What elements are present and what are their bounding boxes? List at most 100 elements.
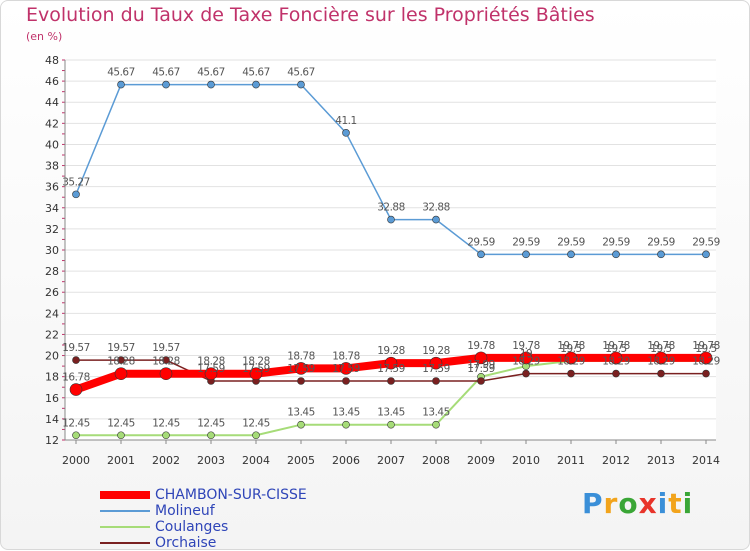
legend-item-chambon: CHAMBON-SUR-CISSE: [100, 487, 307, 503]
data-label: 19.28: [422, 345, 450, 357]
logo-letter: i: [657, 487, 669, 520]
data-point: [297, 420, 305, 429]
data-label: 17.59: [197, 363, 225, 375]
data-label: 13.45: [422, 407, 450, 419]
x-tick-label: 2002: [152, 454, 180, 467]
data-label: 45.67: [197, 67, 225, 79]
x-tick-label: 2014: [692, 454, 720, 467]
data-label: 19.57: [152, 342, 180, 354]
legend-label-chambon: CHAMBON-SUR-CISSE: [155, 487, 307, 503]
x-tick-label: 2001: [107, 454, 135, 467]
y-tick-label: 14: [45, 413, 59, 426]
data-label: 12.45: [197, 417, 225, 429]
x-tick-label: 2004: [242, 454, 270, 467]
x-tick-label: 2012: [602, 454, 630, 467]
data-label: 19.57: [62, 342, 90, 354]
legend-item-molineuf: Molineuf: [100, 503, 307, 519]
data-label: 45.67: [242, 67, 270, 79]
y-tick-label: 20: [45, 350, 59, 363]
data-label: 18.29: [557, 356, 585, 368]
y-tick-label: 42: [45, 117, 59, 130]
logo-letter: i: [682, 487, 694, 520]
data-label: 29.59: [512, 236, 540, 248]
data-point: [339, 362, 353, 375]
data-label: 19: [520, 348, 532, 360]
data-label: 13.45: [377, 407, 405, 419]
data-point: [297, 377, 305, 385]
data-point: [294, 362, 308, 375]
y-tick-label: 28: [45, 265, 59, 278]
x-tick-label: 2010: [512, 454, 540, 467]
data-label: 16.78: [62, 372, 90, 384]
data-label: 19.5: [695, 343, 716, 355]
legend-label-coulanges: Coulanges: [155, 519, 229, 535]
data-point: [72, 190, 80, 199]
y-tick-label: 18: [45, 371, 59, 384]
data-point: [117, 431, 125, 440]
legend-swatch-chambon: [100, 491, 150, 499]
logo-letter: t: [668, 487, 683, 520]
data-point: [204, 367, 218, 381]
data-point: [207, 80, 215, 89]
legend-item-orchaise: Orchaise: [100, 535, 307, 551]
data-label: 45.67: [152, 67, 180, 79]
x-tick-label: 2005: [287, 454, 315, 467]
data-point: [432, 420, 440, 429]
legend-label-orchaise: Orchaise: [155, 535, 217, 551]
data-point: [342, 377, 350, 385]
chart-title: Evolution du Taux de Taxe Foncière sur l…: [26, 4, 595, 26]
data-label: 19.28: [377, 345, 405, 357]
data-label: 45.67: [107, 67, 135, 79]
data-point: [159, 367, 173, 381]
proxiti-logo: Proxiti: [582, 487, 693, 520]
legend-swatch-orchaise: [100, 542, 150, 544]
data-label: 18.28: [242, 356, 270, 368]
data-label: 12.45: [242, 417, 270, 429]
data-point: [519, 351, 533, 365]
data-point: [252, 80, 260, 89]
logo-letter: o: [618, 487, 639, 520]
y-tick-label: 46: [45, 75, 59, 88]
data-label: 18.29: [602, 356, 630, 368]
data-label: 12.45: [62, 417, 90, 429]
data-point: [297, 80, 305, 89]
legend: CHAMBON-SUR-CISSE Molineuf Coulanges Orc…: [100, 487, 307, 551]
data-label: 18.78: [332, 350, 360, 362]
data-point: [432, 377, 440, 385]
data-label: 19.5: [605, 343, 626, 355]
data-label: 29.59: [647, 236, 675, 248]
data-label: 29.59: [692, 236, 720, 248]
x-tick-label: 2011: [557, 454, 585, 467]
y-tick-label: 22: [45, 328, 59, 341]
data-label: 19.5: [650, 343, 671, 355]
data-point: [72, 356, 80, 364]
data-point: [702, 369, 710, 378]
data-label: 18.78: [287, 350, 315, 362]
data-point: [567, 250, 575, 259]
data-point: [702, 250, 710, 259]
data-label: 12.45: [107, 417, 135, 429]
data-point: [252, 431, 260, 440]
data-label: 19.78: [467, 340, 495, 352]
logo-letter: x: [638, 487, 658, 520]
data-label: 18.29: [512, 356, 540, 368]
data-point: [474, 351, 488, 365]
data-point: [564, 351, 578, 365]
data-point: [72, 431, 80, 440]
legend-label-molineuf: Molineuf: [155, 503, 215, 519]
data-label: 19.57: [107, 342, 135, 354]
data-label: 12.45: [152, 417, 180, 429]
data-point: [612, 250, 620, 259]
data-point: [477, 377, 485, 385]
data-point: [429, 356, 443, 370]
data-label: 19.78: [602, 340, 630, 352]
data-point: [432, 215, 440, 224]
data-point: [162, 80, 170, 89]
data-point: [387, 215, 395, 224]
y-tick-label: 38: [45, 160, 59, 173]
data-point: [387, 420, 395, 429]
data-point: [609, 351, 623, 365]
y-tick-label: 30: [45, 244, 59, 257]
data-point: [522, 250, 530, 259]
